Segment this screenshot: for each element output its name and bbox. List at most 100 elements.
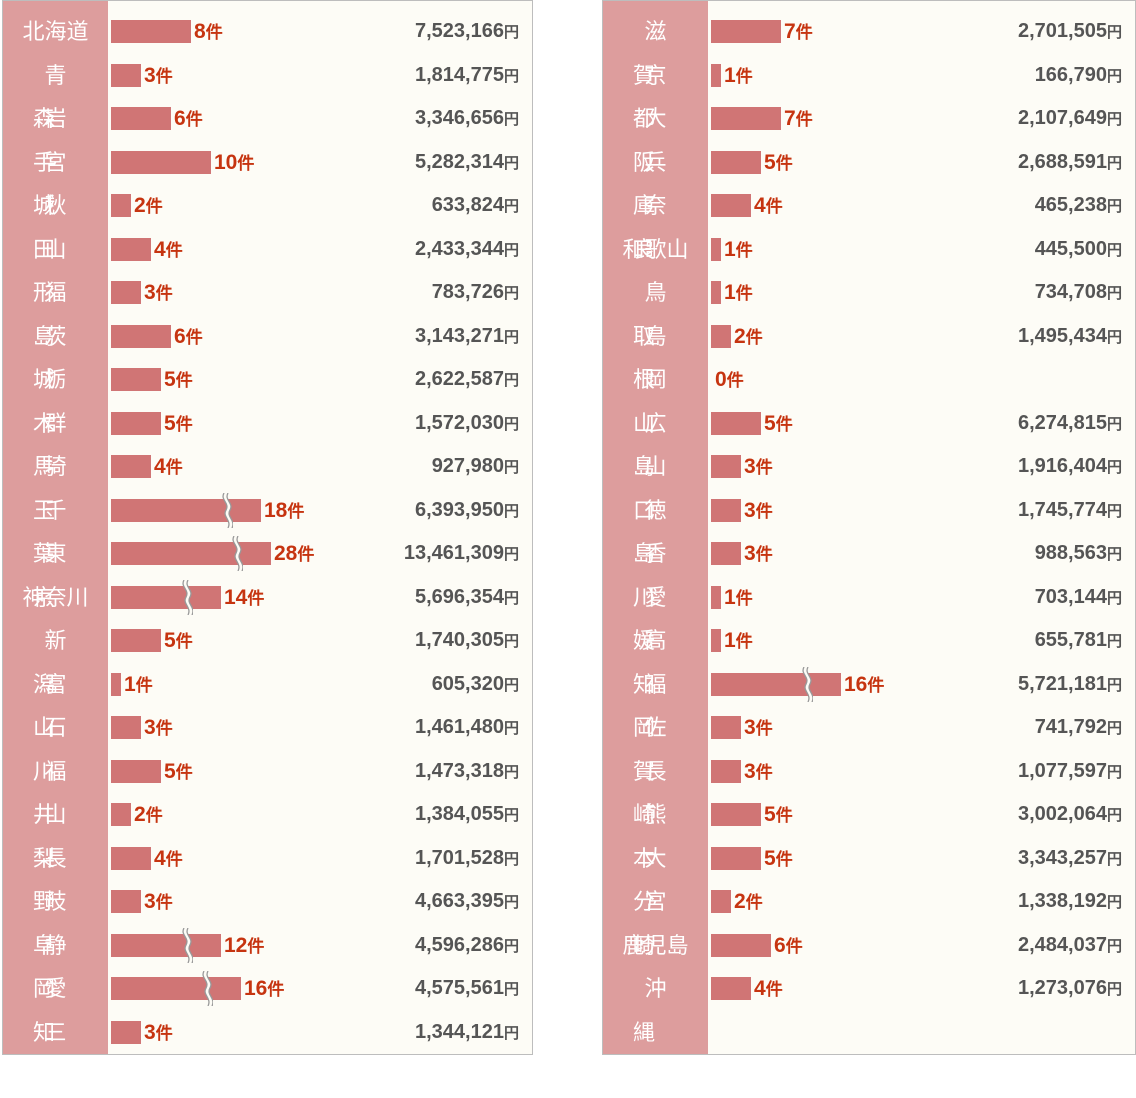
count-label: 1件 (724, 619, 753, 663)
prefecture-name-label: 青森 (32, 62, 90, 132)
prefecture-name-label: 佐賀 (632, 715, 690, 784)
count-label: 2件 (734, 315, 763, 359)
count-value: 4 (754, 194, 766, 217)
count-unit: 件 (185, 327, 203, 347)
count-value: 3 (744, 455, 756, 478)
prefecture-name-label: 栃木 (32, 367, 90, 436)
count-value: 28 (274, 542, 298, 565)
count-label: 4件 (154, 445, 183, 489)
count-bar (111, 63, 141, 87)
amount-unit: 円 (1106, 415, 1122, 433)
amount-label: 2,701,505円 (1018, 10, 1122, 54)
amount-label: 3,143,271円 (415, 315, 519, 359)
count-value: 10 (214, 150, 238, 174)
amount-value: 605,320 (431, 672, 504, 695)
amount-value: 2,107,649 (1018, 107, 1107, 129)
prefecture-name-label: 岩手 (32, 106, 90, 175)
count-bar (711, 107, 781, 130)
prefecture-name-label: 静岡 (32, 932, 90, 1002)
count-value: 3 (144, 63, 156, 87)
count-unit: 件 (735, 632, 753, 651)
amount-label: 703,144円 (1035, 576, 1122, 620)
amount-value: 1,740,305 (415, 629, 504, 651)
count-bar (711, 324, 731, 348)
prefecture-name-label: 埼玉 (32, 454, 90, 523)
count-bar (711, 846, 761, 870)
prefecture-name-band (3, 1, 108, 1054)
amount-unit: 円 (1106, 111, 1122, 128)
amount-value: 1,572,030 (415, 411, 504, 434)
count-label: 14件 (224, 576, 264, 620)
prefecture-name-label: 鳥取 (632, 280, 690, 349)
amount-value: 6,274,815 (1018, 411, 1107, 434)
amount-label: 1,473,318円 (415, 750, 519, 794)
amount-unit: 円 (1106, 24, 1122, 41)
prefecture-row: 北海道 8件 7,523,166円 (3, 10, 532, 54)
amount-label: 734,708円 (1035, 271, 1122, 315)
prefecture-name-label: 徳島 (632, 497, 690, 567)
amount-label: 655,781円 (1035, 619, 1122, 663)
prefecture-row: 山口 3件 1,916,404円 (603, 445, 1135, 523)
prefecture-row: 大分 5件 3,343,257円 (603, 837, 1135, 915)
count-bar (111, 411, 161, 435)
amount-unit: 円 (503, 241, 519, 259)
amount-label: 2,484,037円 (1018, 924, 1122, 968)
count-value: 3 (144, 716, 156, 739)
prefecture-row: 静岡 12件 4,596,286円 (3, 924, 532, 1002)
count-value: 0 (715, 368, 727, 391)
amount-label: 1,495,434円 (1018, 315, 1122, 359)
prefecture-name-label: 宮城 (32, 149, 90, 219)
axis-break-squiggle (232, 536, 243, 571)
amount-value: 783,726 (431, 281, 504, 303)
prefecture-row: 千葉 18件 6,393,950円 (3, 489, 532, 566)
prefecture-row: 岡山 0件 (603, 358, 1135, 436)
amount-label: 5,721,181円 (1018, 663, 1122, 707)
amount-unit: 円 (1106, 198, 1122, 215)
count-value: 2 (134, 803, 146, 826)
count-label: 2件 (134, 793, 163, 837)
amount-value: 13,461,309 (403, 542, 504, 564)
axis-break-squiggle (182, 927, 193, 963)
count-bar (111, 194, 131, 217)
count-label: 5件 (164, 358, 193, 402)
prefecture-row: 宮崎 2件 1,338,192円 (603, 880, 1135, 958)
count-unit: 件 (755, 501, 773, 521)
prefecture-row: 新潟 5件 1,740,305円 (3, 619, 532, 697)
amount-label: 1,077,597円 (1018, 750, 1122, 794)
count-bar (111, 324, 171, 348)
count-unit: 件 (735, 284, 753, 303)
prefecture-name-label: 福井 (32, 758, 90, 828)
count-label: 5件 (164, 750, 193, 794)
amount-label: 4,596,286円 (415, 924, 519, 968)
count-unit: 件 (155, 719, 173, 738)
prefecture-row: 岩手 6件 3,346,656円 (3, 97, 532, 175)
count-unit: 件 (726, 371, 744, 390)
prefecture-row: 青森 3件 1,814,775円 (3, 54, 532, 132)
count-value: 1 (724, 63, 736, 87)
count-unit: 件 (185, 110, 203, 129)
amount-label: 1,384,055円 (415, 793, 519, 837)
count-unit: 件 (175, 371, 193, 390)
amount-unit: 円 (1106, 502, 1122, 520)
amount-label: 4,663,395円 (415, 880, 519, 924)
amount-value: 5,721,181 (1018, 672, 1107, 695)
prefecture-name-label: 山梨 (32, 802, 90, 871)
count-value: 2 (734, 324, 746, 348)
count-value: 1 (724, 629, 736, 652)
prefecture-name-label: 茨城 (32, 323, 90, 393)
count-bar (711, 803, 761, 826)
count-label: 7件 (784, 10, 813, 54)
count-unit: 件 (135, 675, 153, 695)
amount-value: 1,338,192 (1018, 890, 1107, 912)
count-value: 1 (724, 585, 736, 609)
prefecture-row: 熊本 5件 3,002,064円 (603, 793, 1135, 871)
amount-value: 741,792 (1034, 716, 1107, 738)
count-bar (711, 281, 721, 304)
count-unit: 件 (795, 110, 813, 129)
count-value: 4 (154, 237, 166, 261)
prefecture-name-label: 高知 (632, 628, 690, 697)
count-unit: 件 (175, 414, 193, 434)
count-bar (111, 1020, 141, 1044)
prefecture-name-label: 鹿児島 (622, 932, 689, 958)
count-bar (111, 846, 151, 870)
